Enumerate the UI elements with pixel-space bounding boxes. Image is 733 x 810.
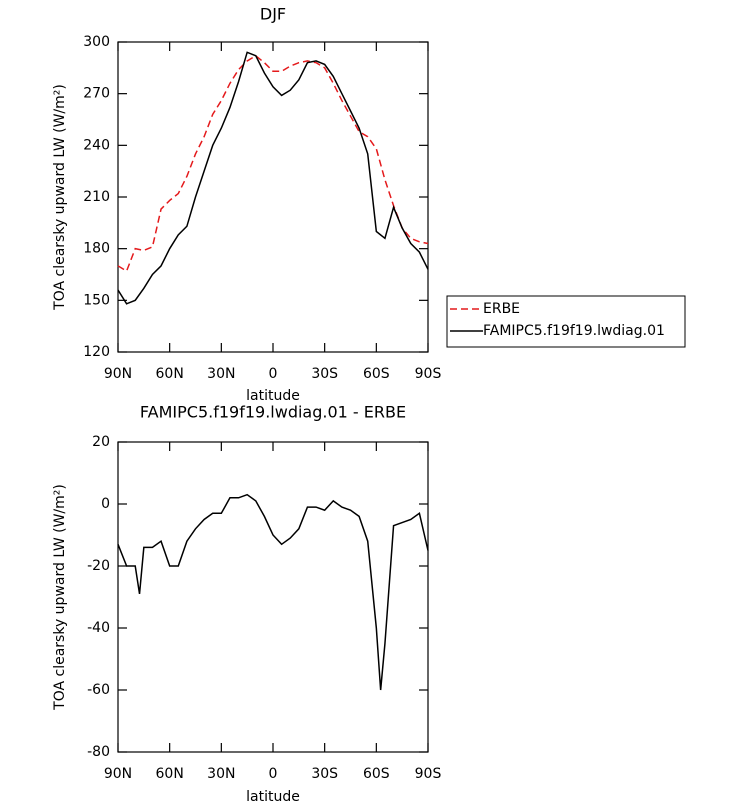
y-tick-label: -20 xyxy=(87,558,110,574)
y-tick-label: 20 xyxy=(92,434,110,450)
x-tick-label: 60S xyxy=(363,766,390,782)
x-tick-label: 60S xyxy=(363,366,390,382)
x-tick-label: 0 xyxy=(269,366,278,382)
x-tick-label: 90S xyxy=(415,366,442,382)
x-tick-label: 30S xyxy=(311,766,338,782)
chart-title: DJF xyxy=(260,5,286,24)
x-tick-label: 30N xyxy=(207,366,235,382)
y-tick-label: 210 xyxy=(83,189,110,205)
y-tick-label: 180 xyxy=(83,241,110,257)
series-line xyxy=(117,51,429,305)
plot-frame xyxy=(117,41,429,353)
chart-title: FAMIPC5.f19f19.lwdiag.01 - ERBE xyxy=(140,403,406,422)
y-tick-label: -60 xyxy=(87,682,110,698)
x-tick-label: 60N xyxy=(156,366,184,382)
x-axis-label: latitude xyxy=(246,789,300,805)
y-tick-label: 300 xyxy=(83,34,110,50)
x-tick-label: 90N xyxy=(104,366,132,382)
legend-box xyxy=(446,295,686,348)
y-tick-label: -40 xyxy=(87,620,110,636)
y-tick-label: 120 xyxy=(83,344,110,360)
plot-frame xyxy=(117,441,429,753)
x-axis-label: latitude xyxy=(246,388,300,404)
legend-label: FAMIPC5.f19f19.lwdiag.01 xyxy=(483,323,665,339)
x-tick-label: 60N xyxy=(156,766,184,782)
y-tick-label: 0 xyxy=(101,496,110,512)
y-tick-label: 270 xyxy=(83,86,110,102)
x-tick-label: 30S xyxy=(311,366,338,382)
y-axis-label: TOA clearsky upward LW (W/m²) xyxy=(52,484,68,711)
x-tick-label: 90S xyxy=(415,766,442,782)
y-tick-label: 240 xyxy=(83,137,110,153)
legend: ERBE FAMIPC5.f19f19.lwdiag.01 xyxy=(446,295,686,348)
y-axis-label: TOA clearsky upward LW (W/m²) xyxy=(52,84,68,311)
y-tick-label: 150 xyxy=(83,292,110,308)
x-tick-label: 30N xyxy=(207,766,235,782)
y-tick-label: -80 xyxy=(87,744,110,760)
series-line xyxy=(117,54,429,273)
legend-label: ERBE xyxy=(483,301,520,317)
x-tick-label: 90N xyxy=(104,766,132,782)
data-line xyxy=(117,493,429,691)
x-tick-label: 0 xyxy=(269,766,278,782)
